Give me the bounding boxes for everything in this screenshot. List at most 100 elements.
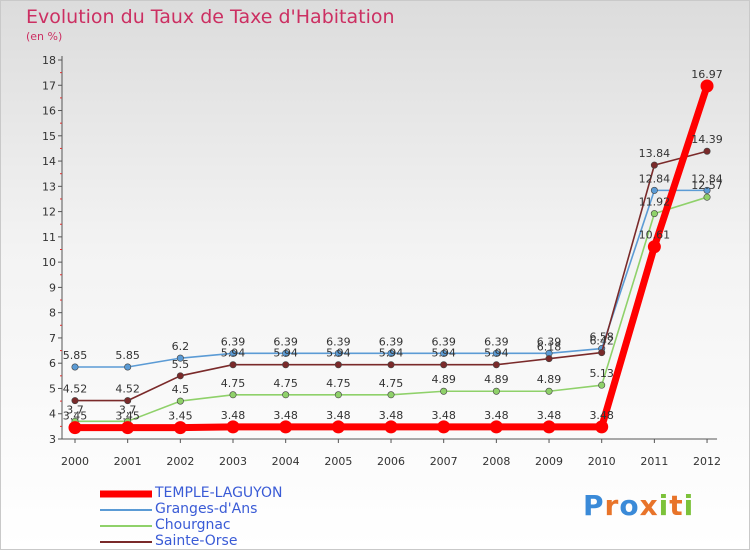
data-point xyxy=(387,349,395,357)
logo-letter: t xyxy=(669,489,684,522)
data-point xyxy=(440,361,448,369)
logo-letter: i xyxy=(658,489,670,522)
y-tick-label: 17 xyxy=(42,79,56,92)
data-label: 3.48 xyxy=(379,409,404,422)
y-tick-label: 11 xyxy=(42,231,56,244)
data-point xyxy=(121,421,135,435)
chart-title: Evolution du Taux de Taxe d'Habitation xyxy=(26,6,395,28)
data-label: 11.92 xyxy=(639,196,671,209)
data-point xyxy=(124,363,132,371)
data-point xyxy=(387,361,395,369)
logo-letter: x xyxy=(639,489,659,522)
x-tick-label: 2000 xyxy=(61,455,89,468)
data-point xyxy=(595,420,609,434)
y-tick-label: 8 xyxy=(49,307,56,320)
y-tick-label: 5 xyxy=(49,382,56,395)
data-point xyxy=(545,355,553,363)
data-point xyxy=(545,387,553,395)
y-tick-label: 14 xyxy=(42,155,56,168)
x-tick-label: 2004 xyxy=(272,455,300,468)
data-point xyxy=(331,420,345,434)
data-label: 5.94 xyxy=(221,347,246,360)
x-tick-label: 2007 xyxy=(430,455,458,468)
data-point xyxy=(703,186,711,194)
data-label: 3.45 xyxy=(63,410,88,423)
data-point xyxy=(650,186,658,194)
x-tick-label: 2001 xyxy=(114,455,142,468)
data-label: 3.45 xyxy=(115,410,140,423)
data-point xyxy=(71,397,79,405)
data-point xyxy=(282,349,290,357)
data-point xyxy=(492,349,500,357)
data-label: 5.94 xyxy=(273,347,298,360)
y-tick-label: 15 xyxy=(42,130,56,143)
x-tick-label: 2008 xyxy=(482,455,510,468)
data-point xyxy=(334,391,342,399)
data-label: 4.5 xyxy=(172,383,190,396)
data-label: 3.48 xyxy=(326,409,351,422)
data-point xyxy=(700,79,714,93)
data-label: 4.75 xyxy=(326,377,351,390)
data-label: 3.48 xyxy=(589,409,614,422)
data-label: 4.75 xyxy=(273,377,298,390)
y-tick-label: 7 xyxy=(49,332,56,345)
data-label: 5.85 xyxy=(115,349,140,362)
data-point xyxy=(703,193,711,201)
data-label: 12.57 xyxy=(691,179,723,192)
y-tick-label: 6 xyxy=(49,357,56,370)
y-tick-label: 4 xyxy=(49,408,56,421)
data-point xyxy=(542,420,556,434)
data-label: 13.84 xyxy=(639,147,671,160)
data-label: 3.7 xyxy=(119,403,137,416)
data-label: 4.52 xyxy=(115,383,140,396)
data-label: 5.94 xyxy=(484,347,509,360)
legend-entry: TEMPLE-LAGUYON xyxy=(155,485,283,501)
data-label: 14.39 xyxy=(691,133,723,146)
data-label: 4.89 xyxy=(431,373,456,386)
data-label: 3.48 xyxy=(484,409,509,422)
data-label: 10.61 xyxy=(639,229,671,242)
x-tick-label: 2011 xyxy=(640,455,668,468)
data-label: 3.48 xyxy=(273,409,298,422)
data-label: 16.97 xyxy=(691,68,723,81)
data-label: 12.84 xyxy=(639,172,671,185)
data-point xyxy=(647,240,661,254)
data-label: 3.45 xyxy=(168,410,193,423)
data-point xyxy=(334,361,342,369)
data-label: 5.94 xyxy=(326,347,351,360)
y-tick-label: 12 xyxy=(42,206,56,219)
data-point xyxy=(229,349,237,357)
logo-letter: P xyxy=(583,489,605,522)
data-label: 6.42 xyxy=(589,335,614,348)
data-point xyxy=(68,421,82,435)
data-label: 5.94 xyxy=(379,347,404,360)
y-tick-label: 3 xyxy=(49,433,56,446)
data-label: 6.39 xyxy=(484,335,509,348)
data-label: 5.5 xyxy=(172,358,190,371)
proxiti-logo: Proxiti xyxy=(583,489,694,522)
logo-letter: o xyxy=(619,489,640,522)
data-label: 3.48 xyxy=(431,409,456,422)
data-label: 5.94 xyxy=(431,347,456,360)
data-point xyxy=(489,420,503,434)
data-point xyxy=(176,372,184,380)
data-point xyxy=(650,210,658,218)
x-tick-label: 2012 xyxy=(693,455,721,468)
data-label: 5.85 xyxy=(63,349,88,362)
data-label: 4.75 xyxy=(379,377,404,390)
data-label: 4.89 xyxy=(537,373,562,386)
data-point xyxy=(173,421,187,435)
data-point xyxy=(650,161,658,169)
logo-letter: r xyxy=(604,489,620,522)
data-point xyxy=(226,420,240,434)
data-point xyxy=(492,387,500,395)
data-label: 12.84 xyxy=(691,172,723,185)
data-point xyxy=(282,391,290,399)
data-point xyxy=(387,391,395,399)
legend-entry: Sainte-Orse xyxy=(155,533,238,549)
data-label: 6.39 xyxy=(379,335,404,348)
data-point xyxy=(279,420,293,434)
data-label: 3.48 xyxy=(537,409,562,422)
y-tick-label: 18 xyxy=(42,54,56,67)
